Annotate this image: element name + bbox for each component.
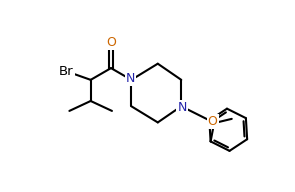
Text: O: O	[208, 115, 218, 128]
Text: N: N	[126, 72, 135, 85]
Text: O: O	[106, 36, 116, 49]
Text: Br: Br	[59, 65, 74, 78]
Text: N: N	[178, 101, 187, 114]
